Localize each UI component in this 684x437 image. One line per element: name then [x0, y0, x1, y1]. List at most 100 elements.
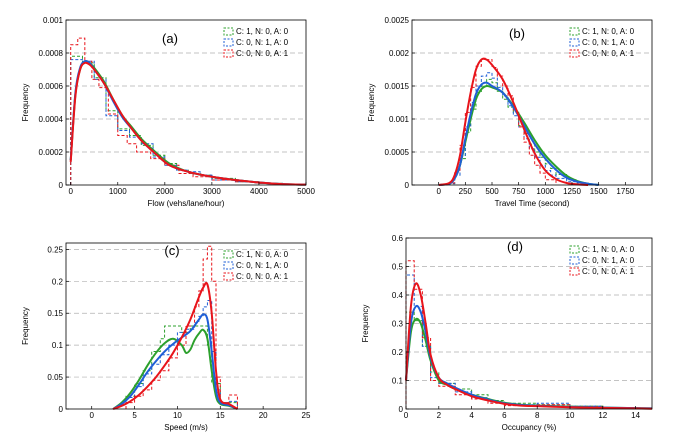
- x-tick-label: 2000: [156, 187, 174, 196]
- chart-panel: 0 250 500 750 1000 1250 1500 1750 0 0.0005 0.001 0.…: [367, 16, 653, 208]
- x-axis-label: Speed (m/s): [164, 423, 208, 432]
- y-tick-label: 0.2: [392, 348, 404, 357]
- axes-frame: [65, 19, 307, 186]
- x-tick-label: 500: [485, 187, 499, 196]
- x-axis-label: Occupancy (%): [502, 423, 557, 432]
- x-tick-label: 0: [89, 411, 94, 420]
- axes-frame: [65, 242, 307, 410]
- y-tick-label: 0.1: [392, 377, 404, 386]
- y-axis-label: Frequency: [361, 305, 370, 343]
- x-axis-label: Travel Time (second): [495, 199, 570, 208]
- y-tick-label: 0.3: [392, 320, 404, 329]
- series-line-blue: [405, 304, 653, 410]
- legend-swatch-red: [223, 272, 234, 281]
- x-tick-label: 10: [566, 411, 575, 420]
- x-axis-label: Flow (vehs/lane/hour): [148, 199, 225, 208]
- x-tick-label: 12: [598, 411, 607, 420]
- y-tick-label: 0.25: [47, 245, 63, 254]
- series-line-blue: [112, 313, 238, 410]
- x-tick-label: 0: [404, 411, 409, 420]
- x-tick-label: 5: [132, 411, 137, 420]
- y-tick-label: 0: [399, 405, 404, 414]
- panel-label: (a): [162, 31, 178, 46]
- legend-swatch-red: [569, 267, 580, 276]
- panel-label: (d): [507, 239, 523, 254]
- x-tick-label: 0: [436, 187, 441, 196]
- y-tick-label: 0.2: [52, 277, 64, 286]
- y-tick-label: 0.001: [43, 16, 64, 25]
- histogram-blue: [405, 274, 604, 409]
- x-tick-label: 750: [512, 187, 526, 196]
- histogram-red: [405, 260, 604, 409]
- chart-panel: 0 2 4 6 8 10 12 14 0 0.1 0.2 0.3 0.4 0.5 0.6 Occupancy …: [361, 234, 653, 432]
- x-tick-label: 8: [535, 411, 540, 420]
- y-tick-label: 0.0025: [385, 16, 410, 25]
- chart-panel: 0 1000 2000 3000 4000 5000 0 0.0002 0.0004 0.0006…: [21, 16, 315, 208]
- series-line-red: [405, 282, 653, 410]
- histogram-green: [405, 311, 604, 409]
- panel-label: (b): [509, 26, 525, 41]
- legend-swatch-red: [223, 49, 234, 58]
- series-line-green: [405, 317, 653, 410]
- y-tick-label: 0.0005: [385, 148, 410, 157]
- histogram-blue: [448, 72, 589, 185]
- legend-swatch-red: [569, 49, 580, 58]
- legend-entry: C: 1, N: 0, A: 0: [236, 250, 289, 259]
- legend-entry: C: 0, N: 0, A: 1: [236, 272, 289, 281]
- legend-entry: C: 0, N: 1, A: 0: [236, 261, 289, 270]
- series-line-red: [438, 57, 589, 186]
- x-tick-label: 2: [437, 411, 442, 420]
- x-tick-label: 20: [259, 411, 268, 420]
- y-tick-label: 0: [59, 181, 64, 190]
- x-tick-label: 4: [469, 411, 474, 420]
- legend-entry: C: 0, N: 1, A: 0: [582, 38, 635, 47]
- y-tick-label: 0.0015: [385, 82, 410, 91]
- x-tick-label: 1750: [616, 187, 634, 196]
- legend-swatch-blue: [569, 38, 580, 47]
- y-tick-label: 0: [59, 405, 64, 414]
- y-tick-label: 0.15: [47, 309, 63, 318]
- legend-entry: C: 1, N: 0, A: 0: [582, 27, 635, 36]
- x-tick-label: 6: [502, 411, 507, 420]
- series-line-blue: [438, 81, 599, 186]
- series-line-green: [112, 328, 238, 410]
- x-tick-label: 1250: [563, 187, 581, 196]
- legend-swatch-green: [223, 250, 234, 259]
- legend-swatch-blue: [223, 38, 234, 47]
- legend-entry: C: 1, N: 0, A: 0: [236, 27, 289, 36]
- y-tick-label: 0.0004: [39, 115, 64, 124]
- y-tick-label: 0: [405, 181, 410, 190]
- y-tick-label: 0.0002: [39, 148, 64, 157]
- histogram-red: [125, 245, 238, 409]
- series-line-red: [112, 281, 238, 410]
- axes-frame: [411, 19, 653, 186]
- x-tick-label: 14: [631, 411, 640, 420]
- x-tick-label: 1000: [109, 187, 127, 196]
- x-tick-label: 5000: [297, 187, 315, 196]
- y-tick-label: 0.1: [52, 341, 64, 350]
- legend-entry: C: 0, N: 0, A: 1: [582, 49, 635, 58]
- y-tick-label: 0.001: [389, 115, 410, 124]
- panel-label: (c): [164, 243, 179, 258]
- x-tick-label: 1500: [590, 187, 608, 196]
- y-tick-label: 0.0006: [39, 82, 64, 91]
- y-tick-label: 0.6: [392, 234, 404, 243]
- x-tick-label: 4000: [250, 187, 268, 196]
- x-tick-label: 1000: [536, 187, 554, 196]
- histogram-green: [448, 78, 589, 185]
- y-tick-label: 0.5: [392, 263, 404, 272]
- chart-panel: 0 5 10 15 20 25 0 0.05 0.1 0.15 0.2 0.25 Speed (m/s)…: [21, 242, 311, 432]
- histogram-red: [70, 37, 283, 185]
- y-tick-label: 0.05: [47, 373, 63, 382]
- y-tick-label: 0.4: [392, 291, 404, 300]
- x-tick-label: 0: [68, 187, 73, 196]
- legend-entry: C: 0, N: 0, A: 1: [582, 267, 635, 276]
- legend-swatch-blue: [569, 256, 580, 265]
- x-tick-label: 25: [302, 411, 311, 420]
- x-tick-label: 15: [216, 411, 225, 420]
- legend-swatch-blue: [223, 261, 234, 270]
- x-tick-label: 3000: [203, 187, 221, 196]
- legend-swatch-green: [569, 27, 580, 36]
- legend-entry: C: 1, N: 0, A: 0: [582, 245, 635, 254]
